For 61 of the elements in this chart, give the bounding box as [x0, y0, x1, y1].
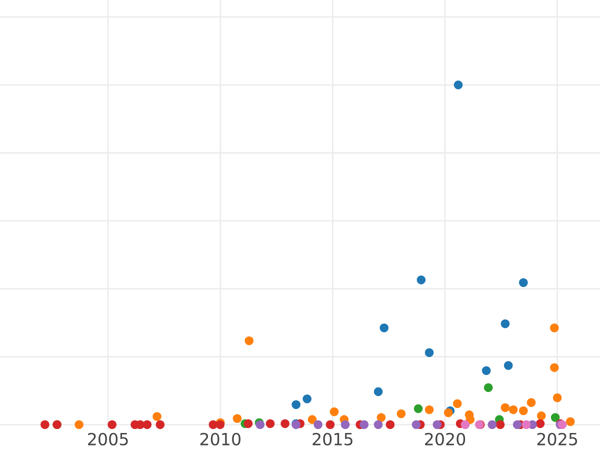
point — [374, 387, 383, 396]
point — [512, 420, 522, 430]
point — [504, 361, 513, 370]
point — [519, 406, 528, 416]
point — [330, 407, 339, 416]
point — [454, 80, 463, 90]
point — [496, 420, 505, 430]
point — [500, 403, 510, 412]
point — [108, 420, 116, 430]
point — [552, 393, 562, 402]
x-tick-label: 2015 — [312, 432, 352, 446]
x-tick-label: 2005 — [88, 432, 128, 446]
point — [414, 404, 423, 414]
point — [314, 420, 322, 430]
point — [280, 419, 290, 428]
point — [74, 420, 84, 430]
point — [152, 412, 162, 421]
point — [519, 278, 528, 288]
point — [412, 420, 421, 430]
point — [380, 323, 389, 332]
point — [460, 420, 470, 430]
point — [40, 420, 50, 430]
point — [142, 420, 152, 430]
point — [326, 420, 335, 430]
point — [488, 420, 497, 430]
point — [536, 419, 545, 428]
point — [536, 411, 546, 420]
point — [308, 415, 317, 424]
point — [424, 348, 434, 358]
point — [550, 413, 560, 422]
point — [244, 336, 254, 346]
point — [216, 420, 225, 430]
point — [432, 420, 442, 430]
point — [566, 417, 575, 426]
point — [340, 420, 350, 430]
point — [266, 419, 275, 428]
point — [232, 414, 242, 423]
point — [500, 319, 510, 328]
point — [256, 420, 265, 430]
point — [374, 420, 383, 430]
point — [244, 419, 253, 428]
point — [396, 409, 406, 418]
point — [522, 420, 531, 430]
point — [292, 400, 300, 410]
x-tick-label: 2025 — [537, 432, 578, 446]
point — [482, 366, 491, 376]
point — [452, 399, 462, 408]
point — [156, 420, 165, 430]
point — [424, 405, 434, 414]
point — [526, 398, 536, 407]
point — [508, 405, 518, 414]
point — [484, 383, 493, 392]
x-tick-label: 2010 — [200, 432, 240, 446]
point — [416, 276, 426, 284]
point — [386, 420, 395, 430]
point — [550, 323, 559, 332]
point — [550, 363, 559, 372]
x-tick-label: 2020 — [425, 432, 466, 446]
point — [360, 420, 369, 430]
point — [376, 413, 386, 422]
point — [302, 394, 312, 404]
